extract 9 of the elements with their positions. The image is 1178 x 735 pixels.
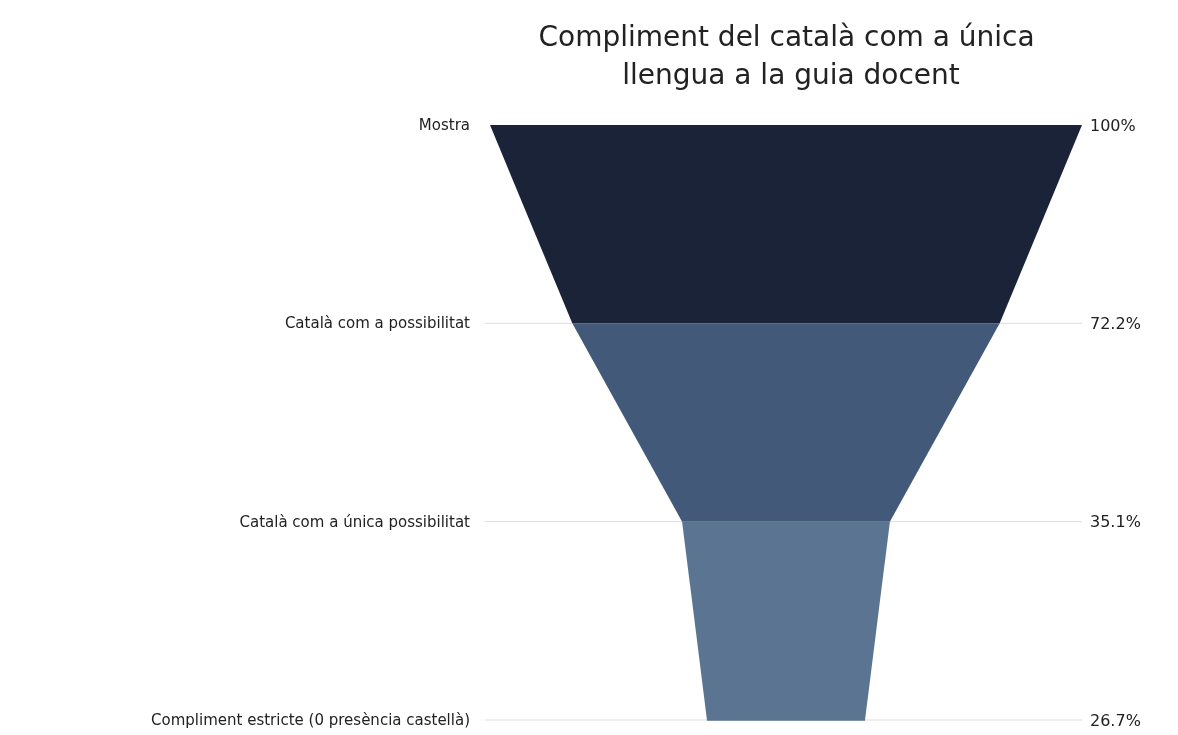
data-label: 35.1% [1090, 512, 1141, 532]
category-label: Mostra [418, 116, 470, 134]
category-label: Català com a única possibilitat [239, 512, 471, 531]
text: Compliment del català com a única llengua a la guia docent [538, 19, 1044, 91]
data-label: 100% [1090, 115, 1136, 135]
data-label: 72.2% [1090, 313, 1141, 333]
category-label: Compliment estricte (0 presència castellà) [151, 711, 470, 729]
category-label: Català com a possibilitat [284, 314, 471, 333]
data-label: 26.7% [1090, 710, 1141, 730]
